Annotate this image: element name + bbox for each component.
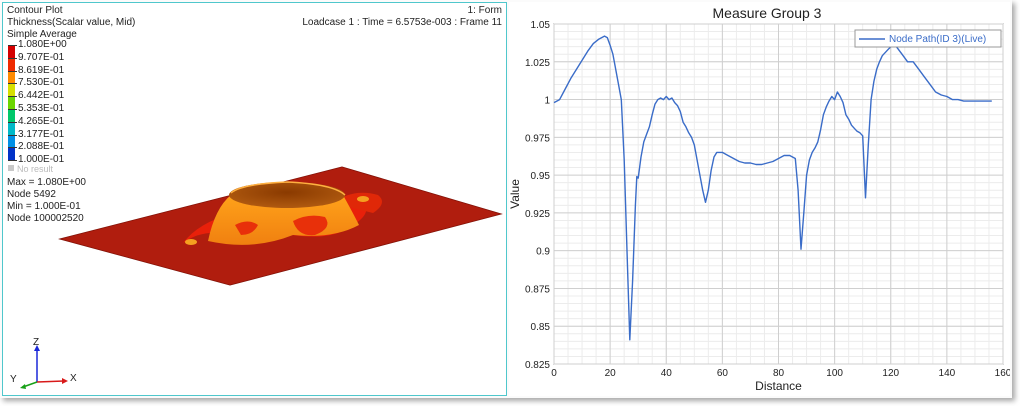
min-value: Min = 1.000E-01 [7, 201, 81, 212]
result-type: Thickness(Scalar value, Mid) [7, 17, 136, 28]
legend-label: 8.619E-01 [18, 64, 65, 76]
x-tick-label: 100 [826, 368, 843, 379]
x-ticks: 0 20 40 60 80 100 120 140 160 [551, 368, 1010, 379]
legend-tick [8, 134, 17, 136]
y-tick-label: 0.975 [525, 133, 550, 144]
legend-label: 1.080E+00 [18, 39, 67, 50]
legend-label: 4.265E-01 [18, 115, 65, 127]
y-tick-label: 1 [544, 96, 550, 107]
series-group [553, 35, 992, 341]
x-tick-label: 120 [882, 368, 899, 379]
legend-tick [8, 70, 17, 72]
x-tick-label: 160 [995, 368, 1010, 379]
loadcase-label: Loadcase 1 : Time = 6.5753e-003 : Frame … [302, 17, 502, 28]
legend-swatch [8, 134, 15, 148]
legend-label: 3.177E-01 [18, 128, 65, 140]
y-tick-label: 0.9 [536, 247, 550, 258]
no-result-label: No result [17, 164, 54, 174]
y-tick-label: 0.875 [525, 284, 550, 295]
legend-tick [8, 45, 17, 46]
contour-title: Contour Plot [7, 5, 63, 16]
y-tick-label: 0.95 [531, 171, 551, 182]
y-tick-label: 1.05 [531, 20, 551, 31]
legend-series-name: Node Path(ID 3)(Live) [889, 34, 986, 45]
x-tick-label: 140 [939, 368, 956, 379]
legend-frame [854, 29, 1002, 48]
measure-chart[interactable]: Measure Group 3 0.8250.850.8750.90.9250.… [509, 2, 1010, 396]
no-result-swatch [8, 165, 14, 171]
contour-viewport[interactable]: Contour Plot 1: Form Thickness(Scalar va… [2, 2, 507, 396]
chart-title: Measure Group 3 [713, 5, 822, 21]
x-tick-label: 60 [717, 368, 729, 379]
legend-swatch [8, 57, 15, 71]
model-render[interactable] [3, 3, 507, 396]
y-axis-title: Value [509, 179, 522, 209]
y-tick-label: 0.925 [525, 209, 550, 220]
y-tick-label: 0.85 [531, 322, 551, 333]
x-axis-label: X [70, 373, 77, 384]
legend-label: 7.530E-01 [18, 77, 65, 89]
legend-tick [8, 57, 17, 59]
legend-label: 9.707E-01 [18, 51, 65, 63]
x-tick-label: 20 [605, 368, 617, 379]
legend-swatch [8, 96, 15, 109]
legend-swatch [8, 147, 15, 161]
chart-panel[interactable]: Measure Group 3 0.825 0.85 0.875 0.9 0.925 0.… [509, 2, 1010, 396]
legend-tick [8, 109, 17, 110]
z-axis-label: Z [33, 337, 39, 348]
legend-label: 5.353E-01 [18, 103, 65, 114]
x-tick-label: 0 [551, 368, 557, 379]
x-tick-label: 80 [773, 368, 785, 379]
max-value: Max = 1.080E+00 [7, 177, 86, 188]
x-tick-label: 40 [661, 368, 673, 379]
axis-triad[interactable]: Z Y X [9, 337, 79, 393]
legend-swatch [8, 109, 15, 122]
legend-tick [8, 160, 17, 162]
legend-tick [8, 147, 17, 149]
y-tick-label: 1.025 [525, 58, 550, 69]
legend-label: 6.442E-01 [18, 90, 65, 102]
legend-tick [8, 121, 17, 123]
series-line [553, 35, 992, 341]
min-node: Node 100002520 [7, 213, 84, 224]
max-node: Node 5492 [7, 189, 56, 200]
chart-legend[interactable]: Node Path(ID 3)(Live) [854, 29, 1002, 48]
app-frame: Contour Plot 1: Form Thickness(Scalar va… [0, 0, 1012, 398]
averaging-method: Simple Average [7, 29, 77, 40]
legend-swatch [8, 83, 15, 97]
legend-swatch [8, 70, 15, 84]
dome-top [229, 182, 345, 208]
legend-tick [8, 96, 17, 98]
legend-label: 1.000E-01 [18, 154, 65, 166]
legend-swatch [8, 121, 15, 135]
legend-label: 2.088E-01 [18, 141, 65, 153]
x-axis-line [36, 380, 65, 383]
y-ticks: 0.825 0.85 0.875 0.9 0.925 0.95 0.975 1 1.025 1.0… [525, 20, 550, 371]
legend-swatch [8, 45, 15, 58]
form-label: 1: Form [467, 5, 502, 16]
legend-tick [8, 83, 17, 85]
contour-legend[interactable]: 1.080E+00 9.707E-01 8.619E-01 7.530E-01 6.44… [3, 39, 123, 171]
y-axis-label: Y [10, 374, 17, 385]
grid [553, 23, 1004, 365]
x-axis-title: Distance [755, 379, 802, 393]
y-tick-label: 0.825 [525, 360, 550, 371]
